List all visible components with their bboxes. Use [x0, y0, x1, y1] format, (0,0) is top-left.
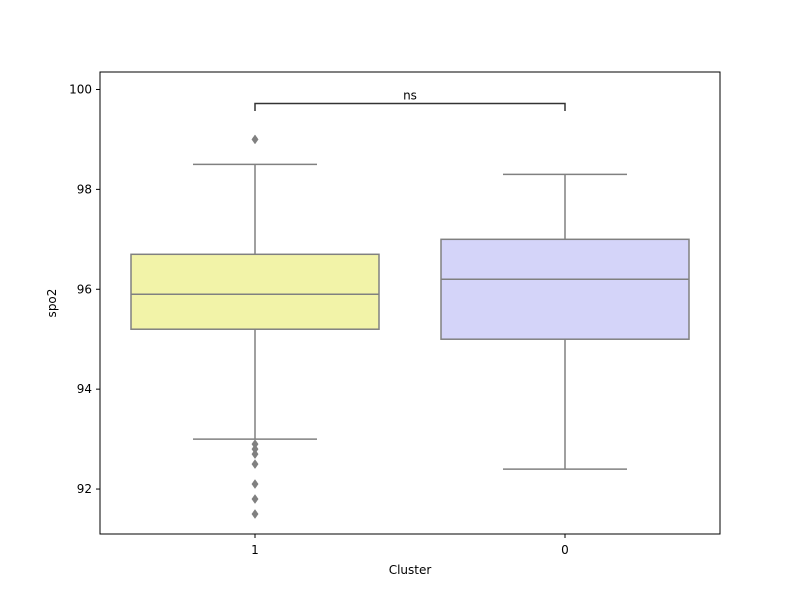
y-tick-label: 94: [77, 382, 92, 396]
x-tick-label: 0: [561, 543, 569, 557]
y-axis: 92 94 96 98 100: [69, 82, 100, 496]
y-tick-label: 98: [77, 182, 92, 196]
y-tick-label: 100: [69, 82, 92, 96]
y-tick-label: 96: [77, 282, 92, 296]
box-group-cluster-0: [440, 173, 690, 470]
outlier-point: [251, 494, 259, 504]
outlier-point: [251, 509, 259, 519]
y-axis-label: spo2: [45, 289, 59, 318]
outlier-point: [251, 459, 259, 470]
significance-annotation: ns: [254, 88, 566, 111]
plot-area: [130, 134, 690, 519]
outlier-point: [251, 449, 259, 460]
iqr-box: [130, 253, 380, 330]
x-axis-label: Cluster: [389, 563, 432, 577]
box-group-cluster-1: [130, 134, 380, 519]
x-tick-label: 1: [251, 543, 259, 557]
y-tick-label: 92: [77, 482, 92, 496]
axes-frame: [99, 71, 721, 535]
significance-label: ns: [403, 88, 417, 102]
significance-bracket: [254, 102, 566, 111]
outlier-point: [251, 134, 259, 145]
outlier-point: [251, 479, 259, 489]
iqr-box: [440, 238, 690, 340]
